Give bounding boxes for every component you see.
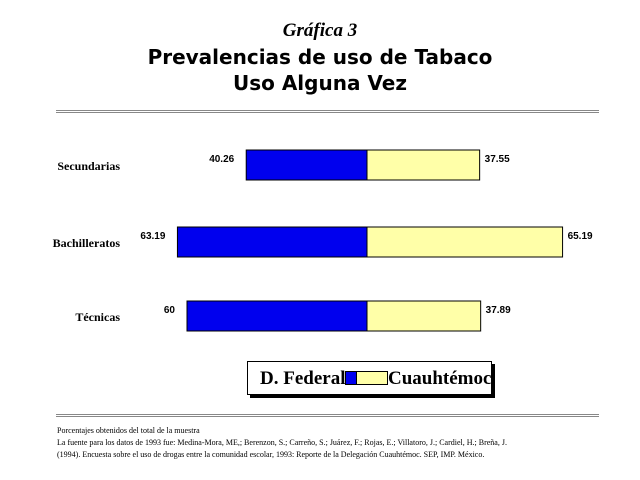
data-label-d-federal-tecnicas: 60 xyxy=(164,305,176,316)
bar-cuauhtemoc-bachilleratos xyxy=(366,226,564,258)
bar-cuauhtemoc-tecnicas xyxy=(366,300,482,332)
chart-number: Gráfica 3 xyxy=(282,20,358,41)
legend-swatch-cuauhtemoc xyxy=(356,371,388,385)
chart-subtitle: Uso Alguna Vez xyxy=(232,71,408,95)
footnote-line-3: (1994). Encuesta sobre el uso de drogas … xyxy=(57,450,485,459)
bar-chart: Secundarias 40.26 37.55 Bachilleratos 63.19 6… xyxy=(53,149,593,332)
footnote-line-1: Porcentajes obtenidos del total de la mu… xyxy=(57,426,200,435)
chart-title: Prevalencias de uso de Tabaco xyxy=(147,45,493,69)
data-label-cuauhtemoc-bachilleratos: 65.19 xyxy=(568,231,593,242)
data-label-d-federal-bachilleratos: 63.19 xyxy=(140,231,165,242)
footnote-line-2: La fuente para los datos de 1993 fue: Me… xyxy=(57,438,507,447)
bottom-divider xyxy=(56,414,599,417)
data-label-d-federal-secundarias: 40.26 xyxy=(209,154,234,165)
bar-d-federal-bachilleratos xyxy=(176,226,368,258)
data-label-cuauhtemoc-secundarias: 37.55 xyxy=(485,154,510,165)
top-divider xyxy=(56,110,599,113)
category-label-secundarias: Secundarias xyxy=(57,159,120,173)
category-label-tecnicas: Técnicas xyxy=(75,310,120,324)
footnote: Porcentajes obtenidos del total de la mu… xyxy=(57,425,617,461)
bar-d-federal-tecnicas xyxy=(186,300,368,332)
legend: D. Federal Cuauhtémoc xyxy=(247,361,492,395)
bar-cuauhtemoc-secundarias xyxy=(366,149,481,181)
legend-label-d-federal: D. Federal xyxy=(260,368,346,389)
category-label-bachilleratos: Bachilleratos xyxy=(53,236,121,250)
bar-d-federal-secundarias xyxy=(245,149,368,181)
legend-label-cuauhtemoc: Cuauhtémoc xyxy=(388,368,492,389)
data-label-cuauhtemoc-tecnicas: 37.89 xyxy=(486,305,511,316)
